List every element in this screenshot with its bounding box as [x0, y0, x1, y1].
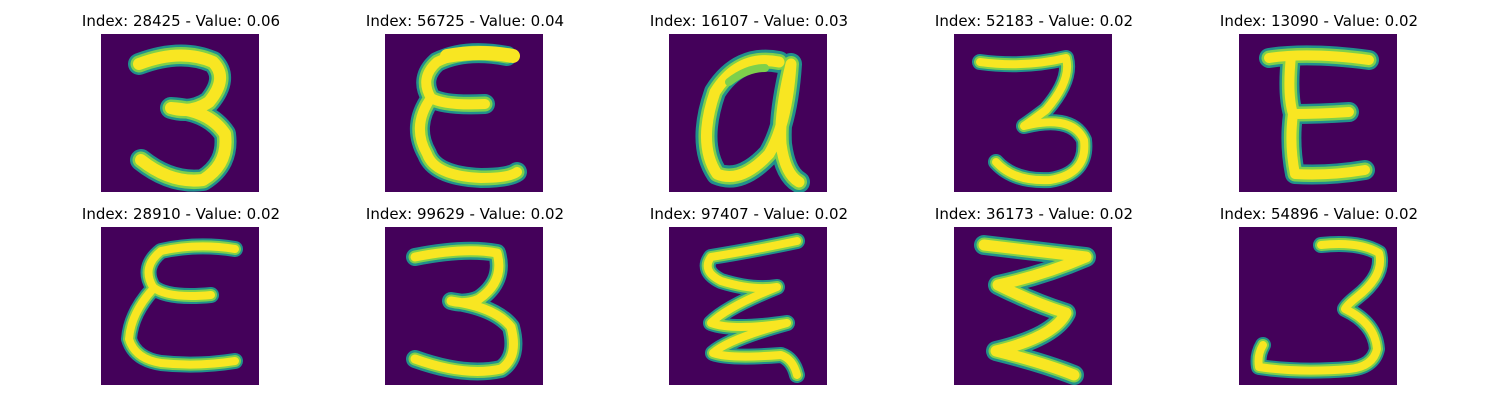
digit-thumbnail [101, 34, 259, 192]
panel-title: Index: 28425 - Value: 0.06 [81, 12, 281, 30]
digit-thumbnail [669, 227, 827, 385]
panel-8: Index: 97407 - Value: 0.02 [604, 205, 894, 385]
panel-title: Index: 99629 - Value: 0.02 [365, 205, 565, 223]
panel-7: Index: 99629 - Value: 0.02 [320, 205, 610, 385]
digit-thumbnail [385, 34, 543, 192]
panel-4: Index: 52183 - Value: 0.02 [889, 12, 1179, 192]
panel-title: Index: 97407 - Value: 0.02 [649, 205, 849, 223]
panel-5: Index: 13090 - Value: 0.02 [1174, 12, 1464, 192]
digit-thumbnail [669, 34, 827, 192]
digit-thumbnail [954, 34, 1112, 192]
panel-title: Index: 52183 - Value: 0.02 [934, 12, 1134, 30]
panel-title: Index: 28910 - Value: 0.02 [81, 205, 281, 223]
panel-6: Index: 28910 - Value: 0.02 [36, 205, 326, 385]
panel-title: Index: 16107 - Value: 0.03 [649, 12, 849, 30]
panel-2: Index: 56725 - Value: 0.04 [320, 12, 610, 192]
panel-title: Index: 56725 - Value: 0.04 [365, 12, 565, 30]
digit-thumbnail [1239, 227, 1397, 385]
panel-title: Index: 36173 - Value: 0.02 [934, 205, 1134, 223]
digit-thumbnail [101, 227, 259, 385]
panel-1: Index: 28425 - Value: 0.06 [36, 12, 326, 192]
panel-9: Index: 36173 - Value: 0.02 [889, 205, 1179, 385]
digit-thumbnail [385, 227, 543, 385]
panel-10: Index: 54896 - Value: 0.02 [1174, 205, 1464, 385]
panel-3: Index: 16107 - Value: 0.03 [604, 12, 894, 192]
digit-thumbnail [1239, 34, 1397, 192]
panel-title: Index: 54896 - Value: 0.02 [1219, 205, 1419, 223]
digit-thumbnail [954, 227, 1112, 385]
panel-title: Index: 13090 - Value: 0.02 [1219, 12, 1419, 30]
